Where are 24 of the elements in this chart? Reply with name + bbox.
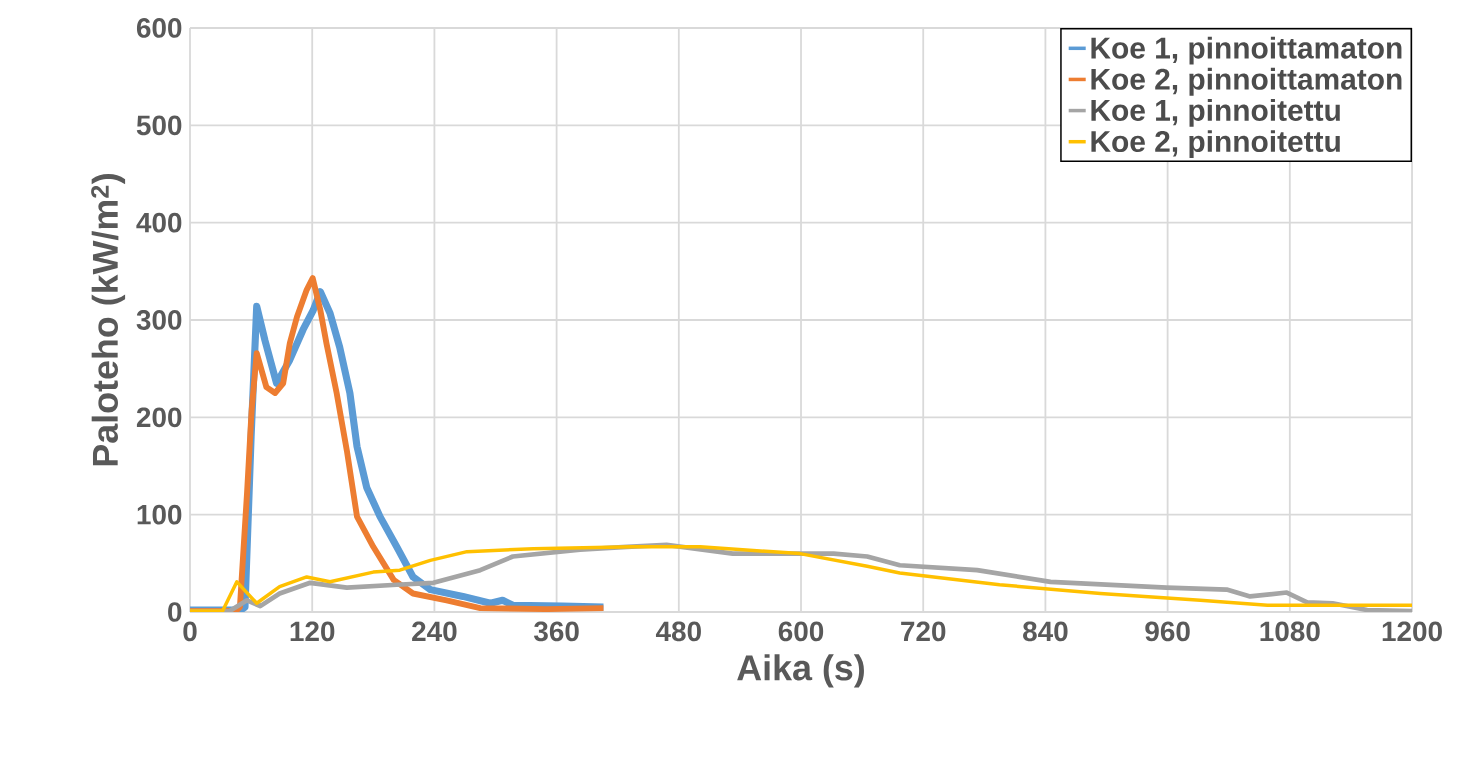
legend-label: Koe 1, pinnoitettu: [1091, 99, 1340, 127]
x-tick-label: 600: [778, 621, 824, 642]
x-tick-label: 360: [533, 621, 579, 642]
x-tick-label: 1200: [1382, 621, 1442, 642]
x-tick-label: 840: [1023, 621, 1068, 642]
x-tick-label: 1080: [1260, 621, 1320, 642]
x-tick-label: 480: [655, 621, 701, 642]
x-tick-label: 120: [290, 621, 335, 642]
x-tick-label: 720: [901, 621, 946, 642]
legend-label: Koe 2, pinnoittamaton: [1091, 67, 1402, 96]
legend-label: Koe 1, pinnoittamaton: [1091, 36, 1402, 65]
y-tick-label: 400: [136, 212, 182, 233]
x-tick-label: 960: [1145, 621, 1190, 642]
y-tick-label: 100: [137, 504, 182, 525]
y-tick-label: 300: [136, 310, 182, 330]
y-tick-label: 0: [168, 602, 182, 622]
y-tick-label: 200: [136, 407, 182, 428]
y-tick-label: 500: [136, 115, 182, 136]
legend-label: Koe 2, pinnoitettu: [1091, 130, 1340, 158]
x-axis-title: Aika (s): [737, 654, 864, 688]
y-tick-label: 600: [136, 18, 182, 38]
y-axis-title: Paloteho (kW/m$^{2}$): [91, 174, 126, 466]
x-tick-label: 240: [412, 621, 457, 642]
x-tick-label: 0: [183, 621, 197, 642]
